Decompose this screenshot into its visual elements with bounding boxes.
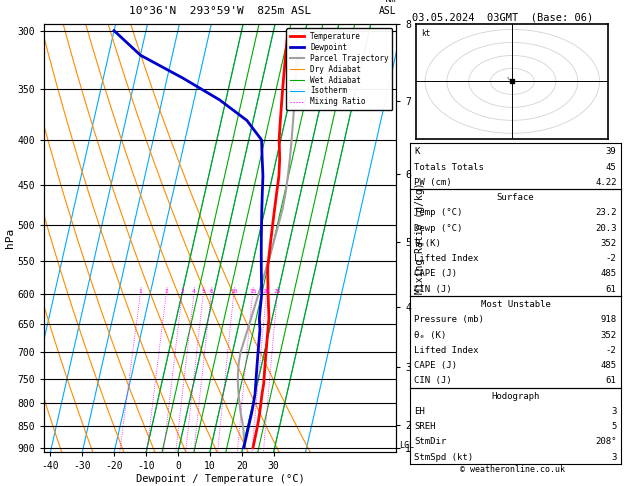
Text: 485: 485 [601,269,616,278]
Text: StmSpd (kt): StmSpd (kt) [415,453,474,462]
Text: 4: 4 [192,289,196,294]
Text: Hodograph: Hodograph [491,392,540,400]
Text: Most Unstable: Most Unstable [481,300,550,309]
Text: CAPE (J): CAPE (J) [415,269,457,278]
Text: 6: 6 [209,289,213,294]
Text: 2: 2 [164,289,168,294]
Text: 5: 5 [201,289,205,294]
Text: 4.22: 4.22 [595,178,616,187]
Text: K: K [415,147,420,156]
Text: 1: 1 [138,289,142,294]
Text: 39: 39 [606,147,616,156]
Text: 208°: 208° [595,437,616,447]
Text: CIN (J): CIN (J) [415,285,452,294]
Text: 3: 3 [611,407,616,416]
Text: 61: 61 [606,376,616,385]
Text: © weatheronline.co.uk: © weatheronline.co.uk [460,465,565,474]
X-axis label: Dewpoint / Temperature (°C): Dewpoint / Temperature (°C) [136,474,304,484]
Text: 10°36'N  293°59'W  825m ASL: 10°36'N 293°59'W 825m ASL [129,6,311,16]
Text: 352: 352 [601,330,616,340]
Text: kt: kt [421,30,430,38]
Text: Temp (°C): Temp (°C) [415,208,463,217]
Text: 918: 918 [601,315,616,324]
Text: Lifted Index: Lifted Index [415,346,479,355]
Text: LCL: LCL [399,441,414,451]
Text: Lifted Index: Lifted Index [415,254,479,263]
Y-axis label: hPa: hPa [4,228,14,248]
Text: θₑ(K): θₑ(K) [415,239,441,248]
Text: 352: 352 [601,239,616,248]
Text: 3: 3 [181,289,184,294]
Text: 23.2: 23.2 [595,208,616,217]
Text: Dewp (°C): Dewp (°C) [415,224,463,233]
Text: 20.3: 20.3 [595,224,616,233]
Text: SREH: SREH [415,422,436,431]
Text: 45: 45 [606,162,616,172]
Text: CAPE (J): CAPE (J) [415,361,457,370]
Text: km
ASL: km ASL [379,0,396,16]
Text: -2: -2 [606,346,616,355]
Legend: Temperature, Dewpoint, Parcel Trajectory, Dry Adiabat, Wet Adiabat, Isotherm, Mi: Temperature, Dewpoint, Parcel Trajectory… [286,28,392,110]
Text: Surface: Surface [497,193,534,202]
Text: 25: 25 [274,289,281,294]
Text: 485: 485 [601,361,616,370]
Text: Totals Totals: Totals Totals [415,162,484,172]
Text: 15: 15 [249,289,256,294]
Text: -2: -2 [606,254,616,263]
Text: EH: EH [415,407,425,416]
Text: 20: 20 [262,289,270,294]
Text: PW (cm): PW (cm) [415,178,452,187]
Text: 10: 10 [230,289,238,294]
Text: Pressure (mb): Pressure (mb) [415,315,484,324]
Y-axis label: Mixing Ratio (g/kg): Mixing Ratio (g/kg) [415,182,425,294]
Text: θₑ (K): θₑ (K) [415,330,447,340]
Text: 03.05.2024  03GMT  (Base: 06): 03.05.2024 03GMT (Base: 06) [412,12,593,22]
Text: CIN (J): CIN (J) [415,376,452,385]
Text: StmDir: StmDir [415,437,447,447]
Text: 61: 61 [606,285,616,294]
Text: 5: 5 [611,422,616,431]
Text: 3: 3 [611,453,616,462]
